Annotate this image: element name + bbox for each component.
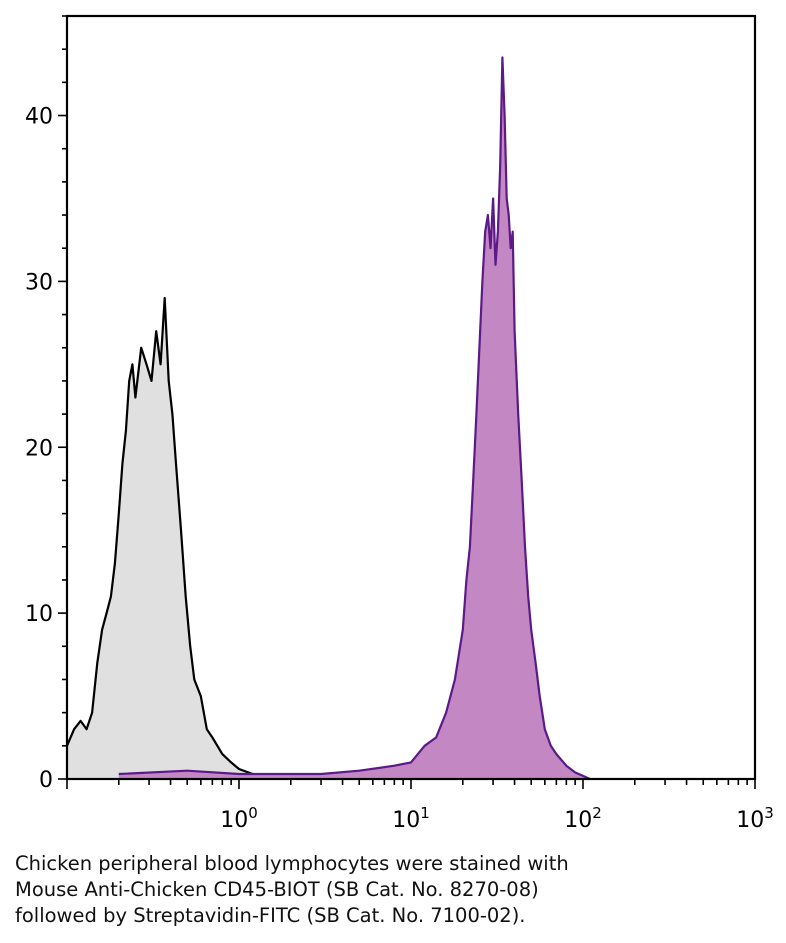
x-tick-label: 103 <box>736 804 774 833</box>
series-1-fill <box>67 298 291 779</box>
caption-line-1: Chicken peripheral blood lymphocytes wer… <box>15 852 569 875</box>
series-2-fill <box>118 57 591 779</box>
y-tick-label: 10 <box>25 602 53 627</box>
x-tick-label: 102 <box>564 804 602 833</box>
histogram-chart: 0 10 20 30 40 100 101 102 103 <box>25 14 774 833</box>
plot-area <box>65 56 591 781</box>
y-tick-label: 0 <box>39 768 53 793</box>
caption-line-3: followed by Streptavidin-FITC (SB Cat. N… <box>15 904 526 927</box>
x-tick-label: 100 <box>220 804 258 833</box>
y-tick-label: 40 <box>25 105 53 130</box>
caption-line-2: Mouse Anti-Chicken CD45-BIOT (SB Cat. No… <box>15 878 539 901</box>
figure-caption: Chicken peripheral blood lymphocytes wer… <box>15 851 775 929</box>
axes: 0 10 20 30 40 100 101 102 103 <box>25 15 774 833</box>
y-tick-label: 30 <box>25 270 53 295</box>
series-1-line <box>65 296 291 781</box>
y-tick-label: 20 <box>25 436 53 461</box>
x-tick-label: 101 <box>392 804 430 833</box>
series-2-line <box>118 56 591 781</box>
